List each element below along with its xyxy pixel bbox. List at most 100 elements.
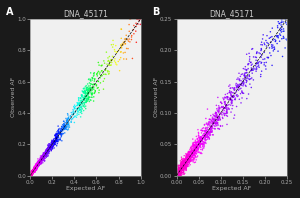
Point <box>56 132 61 135</box>
Point <box>62 122 67 126</box>
Point <box>176 171 180 175</box>
Point <box>29 170 34 173</box>
Point <box>28 174 33 177</box>
Point <box>33 169 38 173</box>
Point <box>241 67 246 70</box>
Point <box>179 167 184 170</box>
Point <box>86 97 91 100</box>
Point <box>175 172 180 175</box>
Point <box>32 168 37 171</box>
Point <box>90 83 95 86</box>
Point <box>224 104 229 107</box>
Point <box>178 166 183 169</box>
Point <box>28 173 33 176</box>
Point <box>254 59 259 62</box>
Point <box>45 151 50 154</box>
Point <box>42 154 47 158</box>
Point <box>40 157 45 160</box>
Point <box>240 82 245 85</box>
Point <box>219 102 224 105</box>
Point <box>207 137 212 140</box>
Point <box>185 153 190 157</box>
Point <box>30 171 35 174</box>
Point <box>232 86 237 89</box>
Point <box>216 107 221 110</box>
Point <box>31 170 35 174</box>
Point <box>29 171 34 174</box>
Point <box>254 56 259 59</box>
Point <box>185 161 190 164</box>
Point <box>197 136 202 139</box>
Point <box>58 133 63 136</box>
Point <box>214 115 219 119</box>
Point <box>83 92 88 96</box>
Point <box>73 111 78 114</box>
Point <box>78 115 83 118</box>
Point <box>28 174 33 177</box>
Point <box>199 137 203 140</box>
Point <box>28 173 33 177</box>
Point <box>203 137 208 140</box>
Point <box>126 47 130 50</box>
Point <box>184 158 188 161</box>
Point <box>30 171 34 174</box>
Point <box>200 127 205 130</box>
Point <box>178 172 183 175</box>
Point <box>38 162 43 166</box>
Point <box>65 123 70 126</box>
Point <box>187 161 192 164</box>
Point <box>50 142 55 145</box>
Point <box>29 174 34 177</box>
Point <box>45 149 50 152</box>
Point <box>31 169 35 172</box>
Point <box>230 104 235 107</box>
Point <box>77 103 82 106</box>
Point <box>87 90 92 93</box>
Point <box>176 174 181 177</box>
Point <box>194 150 199 153</box>
Point <box>31 169 35 172</box>
Point <box>41 157 46 160</box>
Point <box>28 173 33 176</box>
Point <box>175 170 180 173</box>
Point <box>31 169 36 172</box>
Point <box>29 171 34 174</box>
Point <box>36 161 40 164</box>
Point <box>38 161 43 164</box>
Point <box>191 142 196 145</box>
Point <box>184 156 188 159</box>
Point <box>178 174 183 177</box>
Point <box>31 170 36 174</box>
Point <box>37 162 41 165</box>
Point <box>175 174 180 177</box>
Point <box>32 168 37 171</box>
Point <box>90 88 94 91</box>
Point <box>78 96 83 99</box>
Point <box>215 122 220 125</box>
Point <box>199 138 204 142</box>
Point <box>192 150 197 154</box>
Point <box>185 155 190 159</box>
Point <box>179 164 184 167</box>
Point <box>184 165 189 168</box>
Point <box>184 157 189 160</box>
Point <box>30 172 35 175</box>
Point <box>221 98 226 101</box>
Point <box>182 173 187 176</box>
Point <box>34 166 38 169</box>
Point <box>103 69 108 72</box>
Point <box>34 162 39 165</box>
Point <box>87 95 92 98</box>
Point <box>29 171 34 174</box>
Point <box>40 155 45 159</box>
Point <box>40 158 45 161</box>
Point <box>218 118 223 121</box>
Point <box>111 39 116 42</box>
Point <box>86 98 91 101</box>
Point <box>69 120 74 124</box>
Point <box>38 159 43 163</box>
Point <box>38 159 43 163</box>
Point <box>179 169 184 172</box>
Point <box>74 104 79 107</box>
Point <box>93 90 98 93</box>
